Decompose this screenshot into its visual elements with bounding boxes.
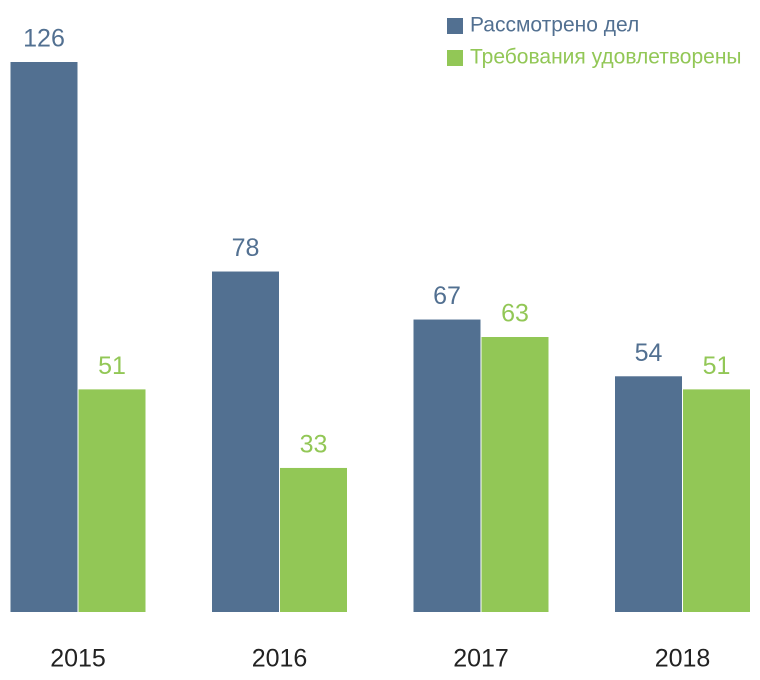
legend-swatch — [447, 18, 463, 34]
value-label: 63 — [501, 300, 529, 328]
bar — [212, 271, 279, 612]
value-label: 54 — [635, 339, 663, 367]
bar — [413, 319, 481, 612]
value-label: 51 — [98, 352, 126, 380]
bar — [481, 337, 549, 612]
bar — [280, 467, 347, 612]
bar — [683, 389, 750, 612]
legend-swatch — [447, 50, 463, 66]
value-label: 51 — [703, 352, 731, 380]
value-label: 126 — [23, 25, 65, 53]
value-label: 67 — [433, 282, 461, 310]
x-tick-label: 2018 — [655, 645, 711, 673]
x-tick-label: 2015 — [50, 645, 106, 673]
legend-label: Требования удовлетворены — [470, 46, 742, 69]
x-tick-label: 2016 — [252, 645, 308, 673]
x-tick-label: 2017 — [453, 645, 509, 673]
value-label: 78 — [232, 234, 260, 262]
bar — [10, 62, 78, 612]
bar — [615, 376, 682, 612]
bar — [78, 389, 146, 612]
value-label: 33 — [300, 431, 328, 459]
legend-label: Рассмотрено дел — [470, 14, 639, 37]
